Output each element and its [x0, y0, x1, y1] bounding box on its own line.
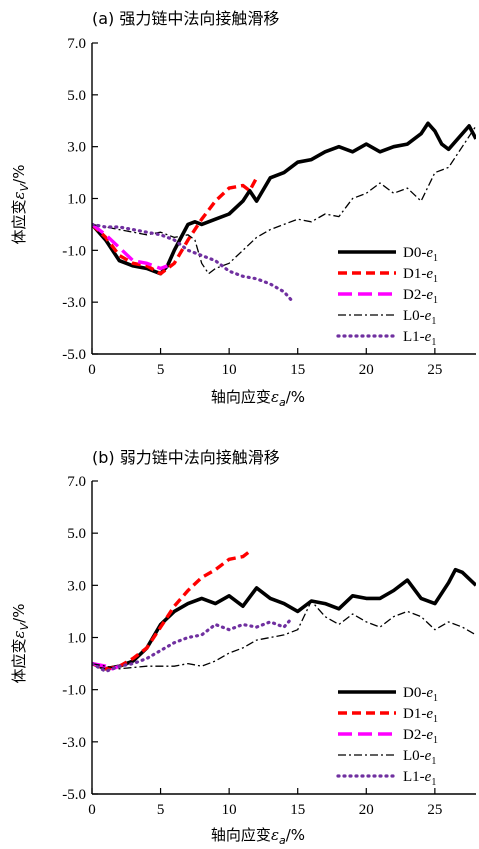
x-tick-label: 15 [290, 362, 305, 378]
y-axis-label-subscript: V [18, 182, 31, 191]
x-tick-label: 20 [359, 362, 374, 378]
legend-label-d0: D0-e1 [403, 685, 438, 704]
x-tick-label: 0 [88, 362, 96, 378]
y-axis-label-text: 体应变 [10, 638, 28, 683]
legend: D0-e1 D1-e1 D2-e1 L0-e1 L1-e1 [336, 685, 438, 788]
y-axis-label: 体应变εV/% [10, 165, 31, 245]
legend: D0-e1 D1-e1 D2-e1 L0-e1 L1-e1 [336, 245, 438, 348]
x-tick-label: 10 [222, 802, 237, 818]
series-line-d0 [92, 567, 476, 671]
y-tick-label: 1.0 [67, 631, 86, 647]
x-axis-label-subscript: a [279, 834, 286, 847]
y-tick-label: 5.0 [67, 526, 86, 542]
chart-panel-a: (a) 强力链中法向接触滑移 -5.0 -3.0 -1.0 1.0 3.0 5.0 7.0 0 5… [10, 9, 476, 409]
series-line-d2 [92, 223, 169, 271]
x-axis-label-subscript: a [279, 396, 286, 409]
y-tick-label: -1.0 [62, 243, 86, 259]
legend-label-d2: D2-e1 [403, 727, 438, 746]
x-axis-label-symbol: ε [271, 826, 279, 844]
y-tick-label: -5.0 [62, 347, 86, 363]
x-tick-label: 10 [222, 362, 237, 378]
x-tick-label: 0 [88, 802, 96, 818]
y-tick-label: -5.0 [62, 787, 86, 803]
legend-label-d2: D2-e1 [403, 287, 438, 306]
y-tick-label: -3.0 [62, 295, 86, 311]
x-axis-label: 轴向应变εa/% [211, 826, 305, 847]
chart-panel-b: (b) 弱力链中法向接触滑移 -5.0 -3.0 -1.0 1.0 3.0 5.0 7.0 0 5… [10, 448, 476, 847]
y-axis-label-unit: /% [10, 165, 28, 184]
x-axis-label-unit: /% [286, 388, 305, 406]
y-tick-label: 7.0 [67, 474, 86, 490]
y-axis-label-unit: /% [10, 604, 28, 623]
series-line-d1 [92, 176, 259, 276]
legend-label-l0: L0-e1 [403, 308, 436, 327]
chart-title: (a) 强力链中法向接触滑移 [92, 9, 279, 28]
y-axis-label-text: 体应变 [10, 199, 28, 244]
x-tick-label: 20 [359, 802, 374, 818]
y-tick-label: 1.0 [67, 192, 86, 208]
y-axis-label-subscript: V [18, 621, 31, 630]
legend-label-l1: L1-e1 [403, 769, 436, 788]
legend-label-d1: D1-e1 [403, 266, 438, 285]
x-axis-label-text: 轴向应变 [211, 388, 271, 406]
y-tick-label: 3.0 [67, 140, 86, 156]
x-tick-label: 25 [427, 802, 442, 818]
y-tick-label: -1.0 [62, 683, 86, 699]
chart-title: (b) 弱力链中法向接触滑移 [92, 448, 280, 467]
series-line-l1 [92, 222, 293, 302]
y-axis-label-symbol: ε [10, 630, 28, 638]
series-line-l0 [92, 125, 476, 275]
y-axis-label-symbol: ε [10, 191, 28, 199]
series-line-d1 [92, 550, 251, 671]
x-axis-label: 轴向应变εa/% [211, 388, 305, 409]
legend-label-l0: L0-e1 [403, 748, 436, 767]
series-line-l1 [92, 617, 293, 674]
y-tick-label: 5.0 [67, 88, 86, 104]
x-tick-label: 15 [290, 802, 305, 818]
legend-label-d0: D0-e1 [403, 245, 438, 264]
x-axis-label-text: 轴向应变 [211, 826, 271, 844]
x-tick-label: 5 [157, 362, 165, 378]
y-axis-label: 体应变εV/% [10, 604, 31, 684]
y-tick-label: 3.0 [67, 578, 86, 594]
x-tick-label: 25 [427, 362, 442, 378]
y-tick-label: -3.0 [62, 735, 86, 751]
x-axis-label-unit: /% [286, 826, 305, 844]
x-tick-label: 5 [157, 802, 165, 818]
y-tick-label: 7.0 [67, 36, 86, 52]
legend-label-l1: L1-e1 [403, 329, 436, 348]
legend-label-d1: D1-e1 [403, 706, 438, 725]
series-line-l0 [92, 600, 476, 670]
x-axis-label-symbol: ε [271, 388, 279, 406]
